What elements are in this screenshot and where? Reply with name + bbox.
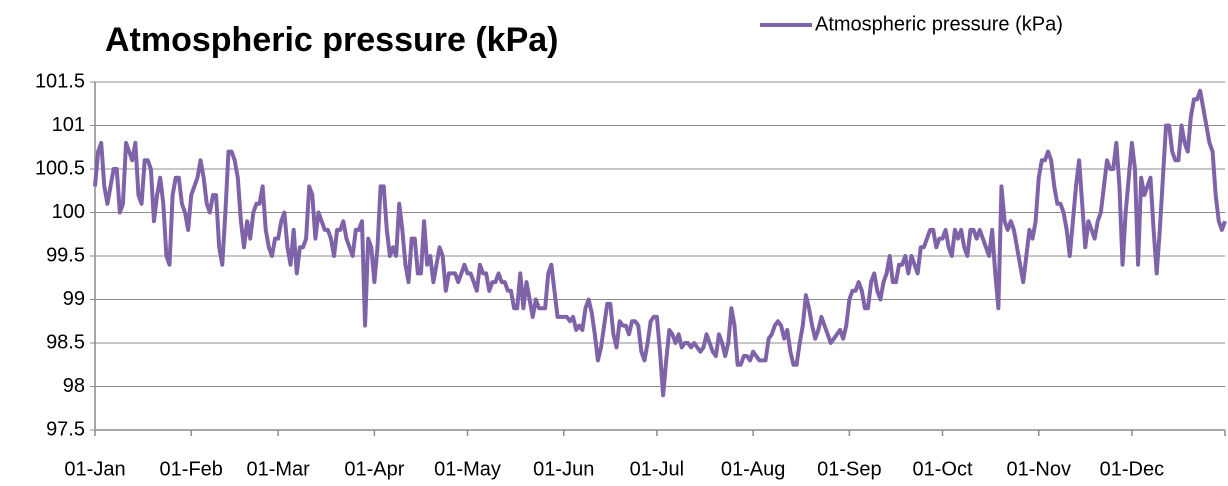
x-tick-label: 01-Jul <box>630 458 684 480</box>
y-tick-label: 100.5 <box>35 157 85 179</box>
x-tick-label: 01-Jun <box>533 458 594 480</box>
x-tick-label: 01-Dec <box>1100 458 1164 480</box>
y-tick-label: 99 <box>63 288 85 310</box>
y-tick-label: 100 <box>52 201 85 223</box>
x-tick-label: 01-Oct <box>912 458 972 480</box>
y-tick-label: 97.5 <box>46 418 85 440</box>
y-tick-label: 98.5 <box>46 331 85 353</box>
y-tick-label: 98 <box>63 375 85 397</box>
x-tick-label: 01-Aug <box>721 458 786 480</box>
legend-label: Atmospheric pressure (kPa) <box>815 13 1063 35</box>
y-tick-label: 99.5 <box>46 244 85 266</box>
x-tick-label: 01-Nov <box>1006 458 1070 480</box>
y-tick-label: 101 <box>52 114 85 136</box>
data-line <box>93 88 1227 398</box>
x-tick-label: 01-Feb <box>160 458 223 480</box>
x-tick-label: 01-Mar <box>246 458 310 480</box>
chart-title: Atmospheric pressure (kPa) <box>105 21 559 59</box>
x-tick-label: 01-Sep <box>817 458 882 480</box>
x-tick-label: 01-Jan <box>64 458 125 480</box>
y-tick-label: 101.5 <box>35 70 85 92</box>
x-tick-label: 01-May <box>434 458 501 480</box>
x-tick-label: 01-Apr <box>344 458 404 480</box>
